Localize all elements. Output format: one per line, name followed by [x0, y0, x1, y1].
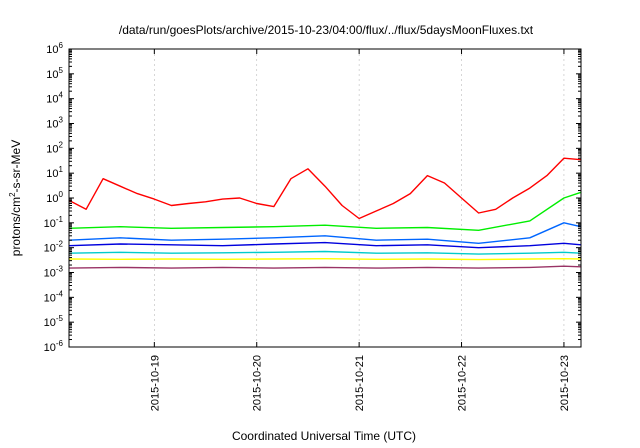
- series-line-7: [68, 265, 582, 269]
- series-line-1: [68, 157, 582, 220]
- plot-frame: [68, 48, 582, 348]
- y-tick-label-exp: 1: [59, 165, 64, 174]
- y-tick-label-base: 10: [44, 292, 56, 304]
- series-line-6: [68, 258, 582, 261]
- y-tick-label-base: 10: [46, 168, 58, 180]
- y-tick-label: 10-4: [44, 289, 64, 304]
- y-tick-label-exp: -5: [56, 314, 64, 323]
- y-tick-label-exp: 4: [59, 91, 64, 100]
- y-tick-label: 100: [46, 190, 63, 205]
- x-tick-label: 2015-10-20: [252, 355, 264, 411]
- y-tick-label-exp: 0: [59, 190, 64, 199]
- y-tick-label-exp: 6: [59, 41, 64, 50]
- y-tick-label-base: 10: [44, 342, 56, 354]
- y-tick-label-base: 10: [46, 69, 58, 81]
- y-tick-label: 10-5: [44, 314, 64, 329]
- y-tick-label-base: 10: [46, 94, 58, 106]
- series-line-3: [68, 222, 582, 245]
- y-tick-label-exp: -1: [56, 215, 64, 224]
- y-tick-label: 10-3: [44, 265, 64, 280]
- y-tick-label: 106: [46, 41, 63, 56]
- x-axis-label: Coordinated Universal Time (UTC): [232, 429, 416, 443]
- y-tick-label: 105: [46, 66, 63, 81]
- y-tick-label: 10-1: [44, 215, 64, 230]
- y-tick-label-base: 10: [44, 243, 56, 255]
- y-tick-label: 104: [46, 91, 63, 106]
- grid-layer: [154, 49, 565, 347]
- y-tick-label-exp: 5: [59, 66, 64, 75]
- y-tick-label: 10-6: [44, 339, 64, 354]
- y-tick-label: 101: [46, 165, 63, 180]
- x-tick-label: 2015-10-19: [149, 355, 161, 411]
- series-line-2: [68, 191, 582, 232]
- y-tick-label-base: 10: [46, 44, 58, 56]
- series-line-4: [68, 241, 582, 249]
- y-axis-label-exp: 2: [8, 192, 17, 197]
- series-line-5: [68, 250, 582, 255]
- y-tick-label-exp: -6: [56, 339, 64, 348]
- x-tick-label: 2015-10-23: [559, 355, 571, 411]
- chart-title: /data/run/goesPlots/archive/2015-10-23/0…: [119, 23, 534, 37]
- x-axis: 2015-10-19 2015-10-20 2015-10-21 2015-10-22…: [149, 49, 571, 411]
- y-tick-label: 102: [46, 140, 63, 155]
- y-tick-label-exp: -3: [56, 265, 64, 274]
- y-axis: 10-610-510-410-310-210-11001011021031041…: [44, 41, 581, 354]
- y-tick-label-base: 10: [44, 317, 56, 329]
- x-tick-label: 2015-10-21: [354, 355, 366, 411]
- y-axis-label: protons/cm2-s-sr-MeV: [8, 140, 23, 256]
- y-tick-label-exp: 3: [59, 116, 64, 125]
- y-tick-label-exp: 2: [59, 140, 64, 149]
- y-axis-label-rest: -s-sr-MeV: [9, 140, 23, 193]
- y-tick-label-base: 10: [46, 143, 58, 155]
- y-tick-label-base: 10: [46, 119, 58, 131]
- x-tick-label: 2015-10-22: [457, 355, 469, 411]
- y-tick-label-exp: -2: [56, 240, 64, 249]
- y-axis-label-base: protons/cm: [9, 197, 23, 256]
- y-tick-label-exp: -4: [56, 289, 64, 298]
- y-tick-label-base: 10: [46, 193, 58, 205]
- y-tick-label-base: 10: [44, 268, 56, 280]
- series-layer: [68, 157, 582, 269]
- y-tick-label: 103: [46, 116, 63, 131]
- y-tick-label-base: 10: [44, 218, 56, 230]
- y-tick-label: 10-2: [44, 240, 64, 255]
